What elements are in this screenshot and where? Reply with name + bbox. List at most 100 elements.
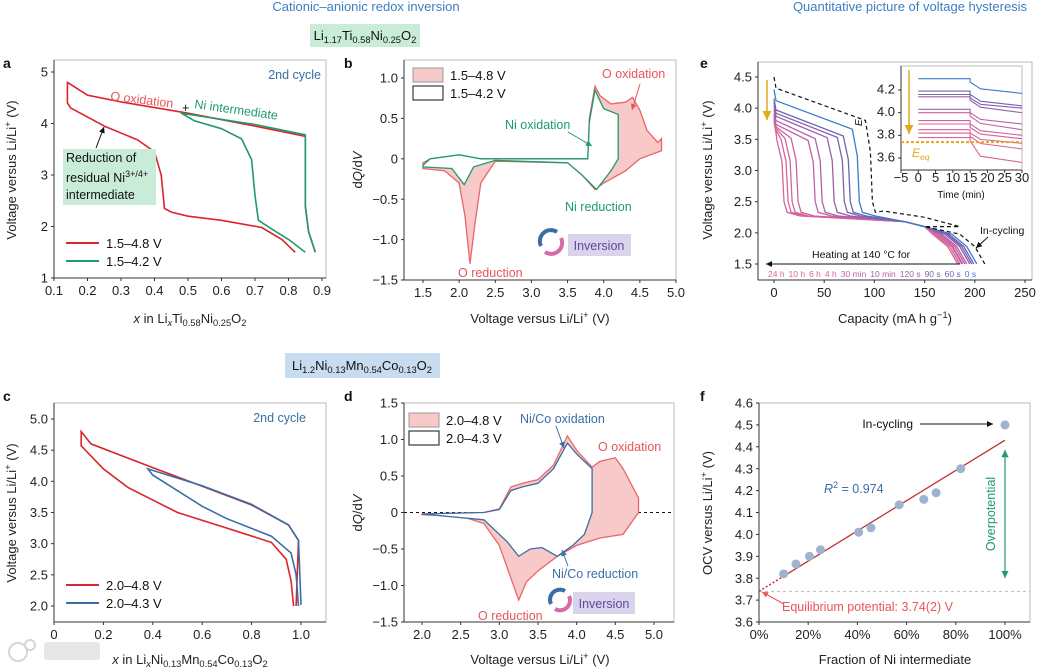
text-part: (V)	[589, 311, 610, 326]
heating-time-label: 0 s	[965, 269, 976, 279]
legend-label: 1.5–4.2 V	[106, 254, 162, 269]
x-tick-label: 150	[914, 285, 936, 300]
series-line	[180, 112, 317, 253]
x-tick-label: 5.0	[645, 627, 663, 642]
y-tick-label: 5.0	[30, 412, 48, 427]
data-point	[854, 527, 864, 537]
panel-a-plus: +	[182, 101, 189, 115]
panel-e-xlabel: Capacity (mA h g−1)	[838, 310, 952, 326]
data-point	[956, 464, 966, 474]
text-part: (V)	[4, 100, 19, 121]
heating-time-label: 24 h	[768, 269, 785, 279]
text-part: Voltage versus Li/Li	[4, 127, 19, 240]
x-tick-label: 3.5	[529, 627, 547, 642]
x-tick-label: 250	[1014, 285, 1036, 300]
x-tick-label: 20	[980, 170, 994, 185]
panel-f-xlabel: Fraction of Ni intermediate	[819, 652, 971, 667]
fit-extrapolation	[758, 575, 784, 592]
panel-b-inversion-label: Inversion	[574, 239, 625, 253]
text-part: Fraction of Ni intermediate	[819, 652, 971, 667]
right-section-title: Quantitative picture of voltage hysteres…	[793, 0, 1028, 14]
x-tick-label: 80%	[943, 627, 969, 642]
text-part: Voltage versus Li/Li	[470, 652, 583, 667]
panel-label-b: b	[344, 55, 353, 71]
plot-frame	[53, 402, 327, 623]
panel-b-ni-reduction: Ni reduction	[565, 200, 632, 214]
text-part: −1	[937, 310, 948, 320]
x-tick-label: 0.8	[243, 627, 261, 642]
x-tick-label: 0.4	[145, 283, 163, 298]
text-part: x	[145, 659, 151, 669]
x-tick-label: 4.5	[631, 285, 649, 300]
text-part: x	[111, 652, 119, 667]
text-part: Ni	[371, 28, 383, 43]
x-tick-label: 3.5	[559, 285, 577, 300]
text-part: d	[350, 524, 365, 531]
panel-b-o-ox-arrow	[630, 83, 641, 111]
y-tick-label: −1.5	[372, 615, 398, 630]
heating-time-label: 10 min	[870, 269, 896, 279]
x-tick-label: 0.6	[193, 627, 211, 642]
y-tick-label: 3.7	[735, 593, 753, 608]
y-tick-label: 2	[41, 219, 48, 234]
panel-d-dqdv: 2.0 2.5 3.0 3.5 4.0 4.5 5.0 −1.5 −1.0 −0.5 0 0.5 1.0…	[372, 396, 675, 642]
text-part: +	[583, 310, 588, 320]
y-tick-label: 2.5	[734, 194, 752, 209]
text-part: (V)	[589, 652, 610, 667]
x-tick-label: 10	[946, 170, 960, 185]
heating-curve	[773, 115, 964, 265]
x-tick-label: 0.6	[212, 283, 230, 298]
y-tick-label: 4.2	[735, 483, 753, 498]
text-part: x	[133, 311, 141, 326]
series-line	[66, 81, 317, 253]
x-tick-label: 30	[1015, 170, 1029, 185]
y-tick-label: 4.0	[30, 474, 48, 489]
text-part: d	[350, 181, 365, 188]
y-tick-label: 3.0	[734, 163, 752, 178]
text-part: residual Ni	[66, 171, 125, 185]
text-part: O	[417, 358, 427, 373]
x-tick-label: 0.5	[179, 283, 197, 298]
x-tick-label: 15	[963, 170, 977, 185]
y-tick-label: 3.5	[30, 505, 48, 520]
x-tick-label: 0.4	[144, 627, 162, 642]
y-tick-label: −1.0	[372, 578, 398, 593]
x-tick-label: 0	[50, 627, 57, 642]
panel-d-ylabel: dQ/dV	[350, 493, 365, 531]
x-tick-label: 100	[864, 285, 886, 300]
x-tick-label: 0%	[750, 627, 769, 642]
legend-label: 1.5–4.2 V	[450, 86, 506, 101]
y-tick-label: 1.5	[380, 396, 398, 411]
y-tick-label: 4	[41, 116, 48, 131]
x-tick-label: 0	[915, 170, 922, 185]
data-point	[1000, 420, 1010, 430]
text-part: Li	[314, 28, 324, 43]
data-point	[919, 494, 929, 504]
heating-time-label: 90 s	[925, 269, 941, 279]
text-part: O	[252, 652, 262, 667]
heating-curve	[773, 98, 975, 265]
panel-label-d: d	[344, 388, 353, 404]
y-tick-label: 3.5	[734, 132, 752, 147]
heating-curve	[773, 119, 961, 265]
panel-a-ylabel: Voltage versus Li/Li+ (V)	[3, 100, 19, 239]
text-part: Mn	[181, 652, 199, 667]
text-part: 0.13	[398, 365, 416, 375]
legend-swatch	[408, 412, 440, 428]
y-tick-label: 4.5	[30, 443, 48, 458]
text-part: 0.13	[234, 659, 252, 669]
x-tick-label: 5	[932, 170, 939, 185]
y-tick-label: 0	[391, 151, 398, 166]
text-part: Ti	[342, 28, 352, 43]
relaxation-line	[918, 78, 1023, 94]
heating-time-label: 10 h	[789, 269, 806, 279]
y-tick-label: 4.5	[734, 70, 752, 85]
x-tick-label: 3.0	[490, 627, 508, 642]
relaxation-line	[918, 112, 1023, 131]
relaxation-line	[918, 96, 1023, 114]
panel-label-c: c	[3, 388, 11, 404]
y-tick-label: 1.0	[380, 432, 398, 447]
x-tick-label: −5	[894, 170, 909, 185]
panel-d-o-oxidation: O oxidation	[598, 440, 661, 454]
text-part: 0.58	[352, 35, 370, 45]
